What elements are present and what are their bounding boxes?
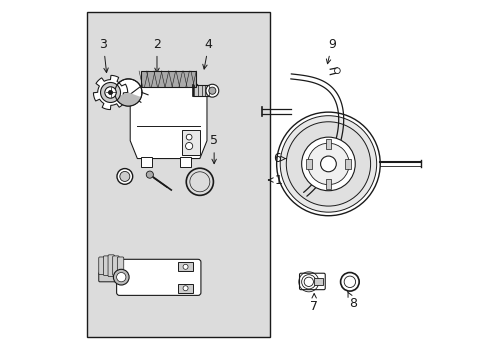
Circle shape [276, 112, 380, 216]
Circle shape [183, 264, 188, 269]
Text: 2: 2 [153, 38, 161, 72]
Text: 7: 7 [309, 294, 318, 313]
Text: 5: 5 [210, 134, 218, 164]
Bar [141, 157, 151, 167]
Bar [313, 278, 323, 285]
Text: 9: 9 [325, 38, 335, 64]
FancyBboxPatch shape [99, 257, 105, 274]
Circle shape [104, 87, 116, 98]
Circle shape [116, 273, 125, 282]
Bar [305, 159, 311, 169]
Text: 8: 8 [347, 292, 357, 310]
FancyBboxPatch shape [299, 273, 325, 290]
Text: 1: 1 [268, 174, 282, 186]
Polygon shape [130, 84, 206, 158]
Bar [192, 85, 212, 96]
FancyBboxPatch shape [103, 256, 110, 275]
Bar [325, 179, 331, 189]
Circle shape [185, 143, 192, 150]
FancyBboxPatch shape [116, 259, 201, 296]
Circle shape [208, 87, 216, 94]
Circle shape [146, 171, 153, 178]
Text: 3: 3 [99, 38, 108, 73]
Circle shape [115, 79, 142, 106]
FancyBboxPatch shape [99, 273, 124, 282]
FancyBboxPatch shape [141, 71, 196, 87]
FancyBboxPatch shape [108, 255, 114, 276]
Circle shape [285, 122, 370, 206]
Bar [345, 159, 350, 169]
Circle shape [301, 137, 354, 191]
Bar [182, 130, 200, 155]
Bar [178, 284, 192, 293]
Bar [87, 12, 269, 337]
Bar [180, 157, 190, 167]
Text: 6: 6 [272, 152, 285, 165]
FancyBboxPatch shape [112, 256, 119, 275]
Circle shape [280, 116, 376, 212]
Circle shape [307, 143, 348, 185]
Circle shape [101, 82, 121, 103]
Circle shape [120, 171, 130, 181]
Polygon shape [93, 75, 127, 110]
Bar [325, 139, 331, 149]
Text: 4: 4 [203, 38, 212, 69]
Circle shape [183, 286, 188, 291]
Circle shape [117, 168, 132, 184]
Circle shape [320, 156, 336, 172]
FancyBboxPatch shape [117, 257, 123, 274]
Circle shape [113, 269, 129, 285]
Circle shape [108, 90, 112, 95]
Circle shape [334, 68, 340, 73]
Bar [178, 262, 192, 271]
Circle shape [205, 84, 218, 97]
Wedge shape [115, 93, 141, 106]
Circle shape [186, 134, 192, 140]
